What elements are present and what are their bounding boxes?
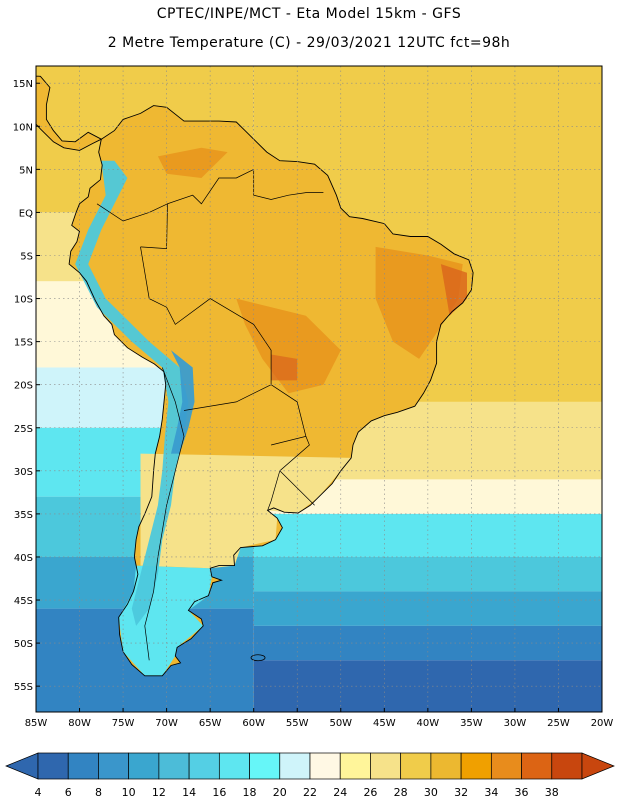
colorbar-label: 20	[273, 786, 287, 799]
country-borders	[96, 169, 324, 661]
longitude-label: 75W	[112, 718, 135, 729]
longitude-label: 20W	[591, 718, 614, 729]
colorbar-swatch	[460, 752, 492, 780]
colorbar-swatch	[158, 752, 190, 780]
latitude-label: 50S	[14, 639, 33, 650]
colorbar-label: 34	[484, 786, 498, 799]
border-line	[267, 470, 281, 511]
colorbar-swatch	[551, 752, 583, 780]
colorbar-swatch	[309, 752, 341, 780]
latitude-label: 10N	[13, 122, 33, 133]
axis-labels: 15N 10N 5N EQ 5S 10S 15S 20S 25S 30S 35S 40S 45S 50S 5…	[13, 79, 614, 729]
latitude-label: 40S	[14, 553, 33, 564]
latitude-label: 15N	[13, 79, 33, 90]
colorbar-swatch	[249, 752, 281, 780]
temp-zone-altiplano	[171, 350, 195, 454]
colorbar-swatch	[339, 752, 371, 780]
colorbar-swatch	[521, 752, 553, 780]
longitude-label: 40W	[417, 718, 440, 729]
latitude-label: 10S	[14, 295, 33, 306]
longitude-label: 85W	[25, 718, 48, 729]
coastline-south-america	[68, 105, 474, 677]
colorbar-label: 14	[182, 786, 196, 799]
longitude-label: 80W	[68, 718, 91, 729]
temp-zone-hot-llanos	[157, 147, 228, 178]
colorbar-swatch	[490, 752, 522, 780]
border-line	[253, 169, 324, 200]
border-line	[140, 169, 254, 249]
latitude-label: 55S	[14, 682, 33, 693]
latitude-label: EQ	[19, 208, 33, 219]
colorbar-label: 38	[545, 786, 559, 799]
colorbar-label: 10	[122, 786, 136, 799]
colorbar-swatch	[37, 752, 69, 780]
longitude-label: 25W	[547, 718, 570, 729]
latitude-label: 15S	[14, 338, 33, 349]
temp-zone-hot-northeast	[375, 246, 463, 359]
falkland-islands	[250, 654, 266, 662]
colorbar-label: 8	[95, 786, 102, 799]
colorbar-label: 32	[454, 786, 468, 799]
colorbar-swatch	[218, 752, 250, 780]
temp-zone-pampas	[140, 453, 352, 569]
chart-title-line-1: CPTEC/INPE/MCT - Eta Model 15km - GFS	[156, 6, 462, 22]
colorbar-arrow-low	[5, 752, 39, 780]
latitude-label: 35S	[14, 510, 33, 521]
latitude-label: 5N	[19, 165, 33, 176]
colorbar-swatch	[98, 752, 130, 780]
temp-zone-very-hot-coast	[440, 264, 467, 316]
map-frame	[35, 65, 603, 713]
chart-title-line-2: 2 Metre Temperature (C) - 29/03/2021 12U…	[107, 35, 511, 51]
colorbar-swatch	[279, 752, 311, 780]
latitude-label: 20S	[14, 381, 33, 392]
colorbar-arrow-high	[581, 752, 615, 780]
colorbar-label: 6	[65, 786, 72, 799]
temp-zone-andes	[75, 160, 189, 626]
coastline-central-america	[36, 66, 103, 151]
colorbar-swatch	[128, 752, 160, 780]
map-field	[36, 66, 602, 712]
colorbar-label: 18	[243, 786, 257, 799]
colorbar-swatch	[400, 752, 432, 780]
longitude-label: 70W	[155, 718, 178, 729]
colorbar-swatch	[67, 752, 99, 780]
longitude-label: 50W	[329, 718, 352, 729]
border-line	[144, 367, 185, 661]
map-graticule	[35, 65, 603, 713]
temp-zone-hot-central	[236, 298, 341, 394]
latitude-label: 25S	[14, 424, 33, 435]
longitude-label: 30W	[504, 718, 527, 729]
colorbar-label: 4	[35, 786, 42, 799]
latitude-label: 30S	[14, 467, 33, 478]
colorbar-swatch	[430, 752, 462, 780]
longitude-label: 45W	[373, 718, 396, 729]
latitude-label: 5S	[20, 251, 33, 262]
colorbar-label: 12	[152, 786, 166, 799]
temp-zone-very-hot-pantanal	[271, 354, 298, 381]
colorbar-label: 28	[394, 786, 408, 799]
colorbar: 4 6 8 10 12 14 16 18 20 22 24 26 28 30 32 34 36 38	[5, 752, 615, 799]
border-line	[183, 384, 272, 411]
longitude-label: 55W	[286, 718, 309, 729]
longitude-label: 60W	[242, 718, 265, 729]
colorbar-label: 24	[333, 786, 347, 799]
longitude-label: 35W	[460, 718, 483, 729]
latitude-label: 45S	[14, 596, 33, 607]
ocean-band-atlantic	[253, 556, 602, 592]
longitude-label: 65W	[199, 718, 222, 729]
border-line	[96, 203, 168, 222]
map-panel	[36, 66, 602, 712]
colorbar-label: 30	[424, 786, 438, 799]
colorbar-label: 36	[515, 786, 529, 799]
colorbar-swatch	[370, 752, 402, 780]
colorbar-label: 16	[212, 786, 226, 799]
colorbar-label: 26	[363, 786, 377, 799]
colorbar-label: 22	[303, 786, 317, 799]
colorbar-swatch	[188, 752, 220, 780]
border-line	[140, 246, 307, 446]
border-line	[279, 436, 315, 506]
continent	[36, 66, 474, 677]
